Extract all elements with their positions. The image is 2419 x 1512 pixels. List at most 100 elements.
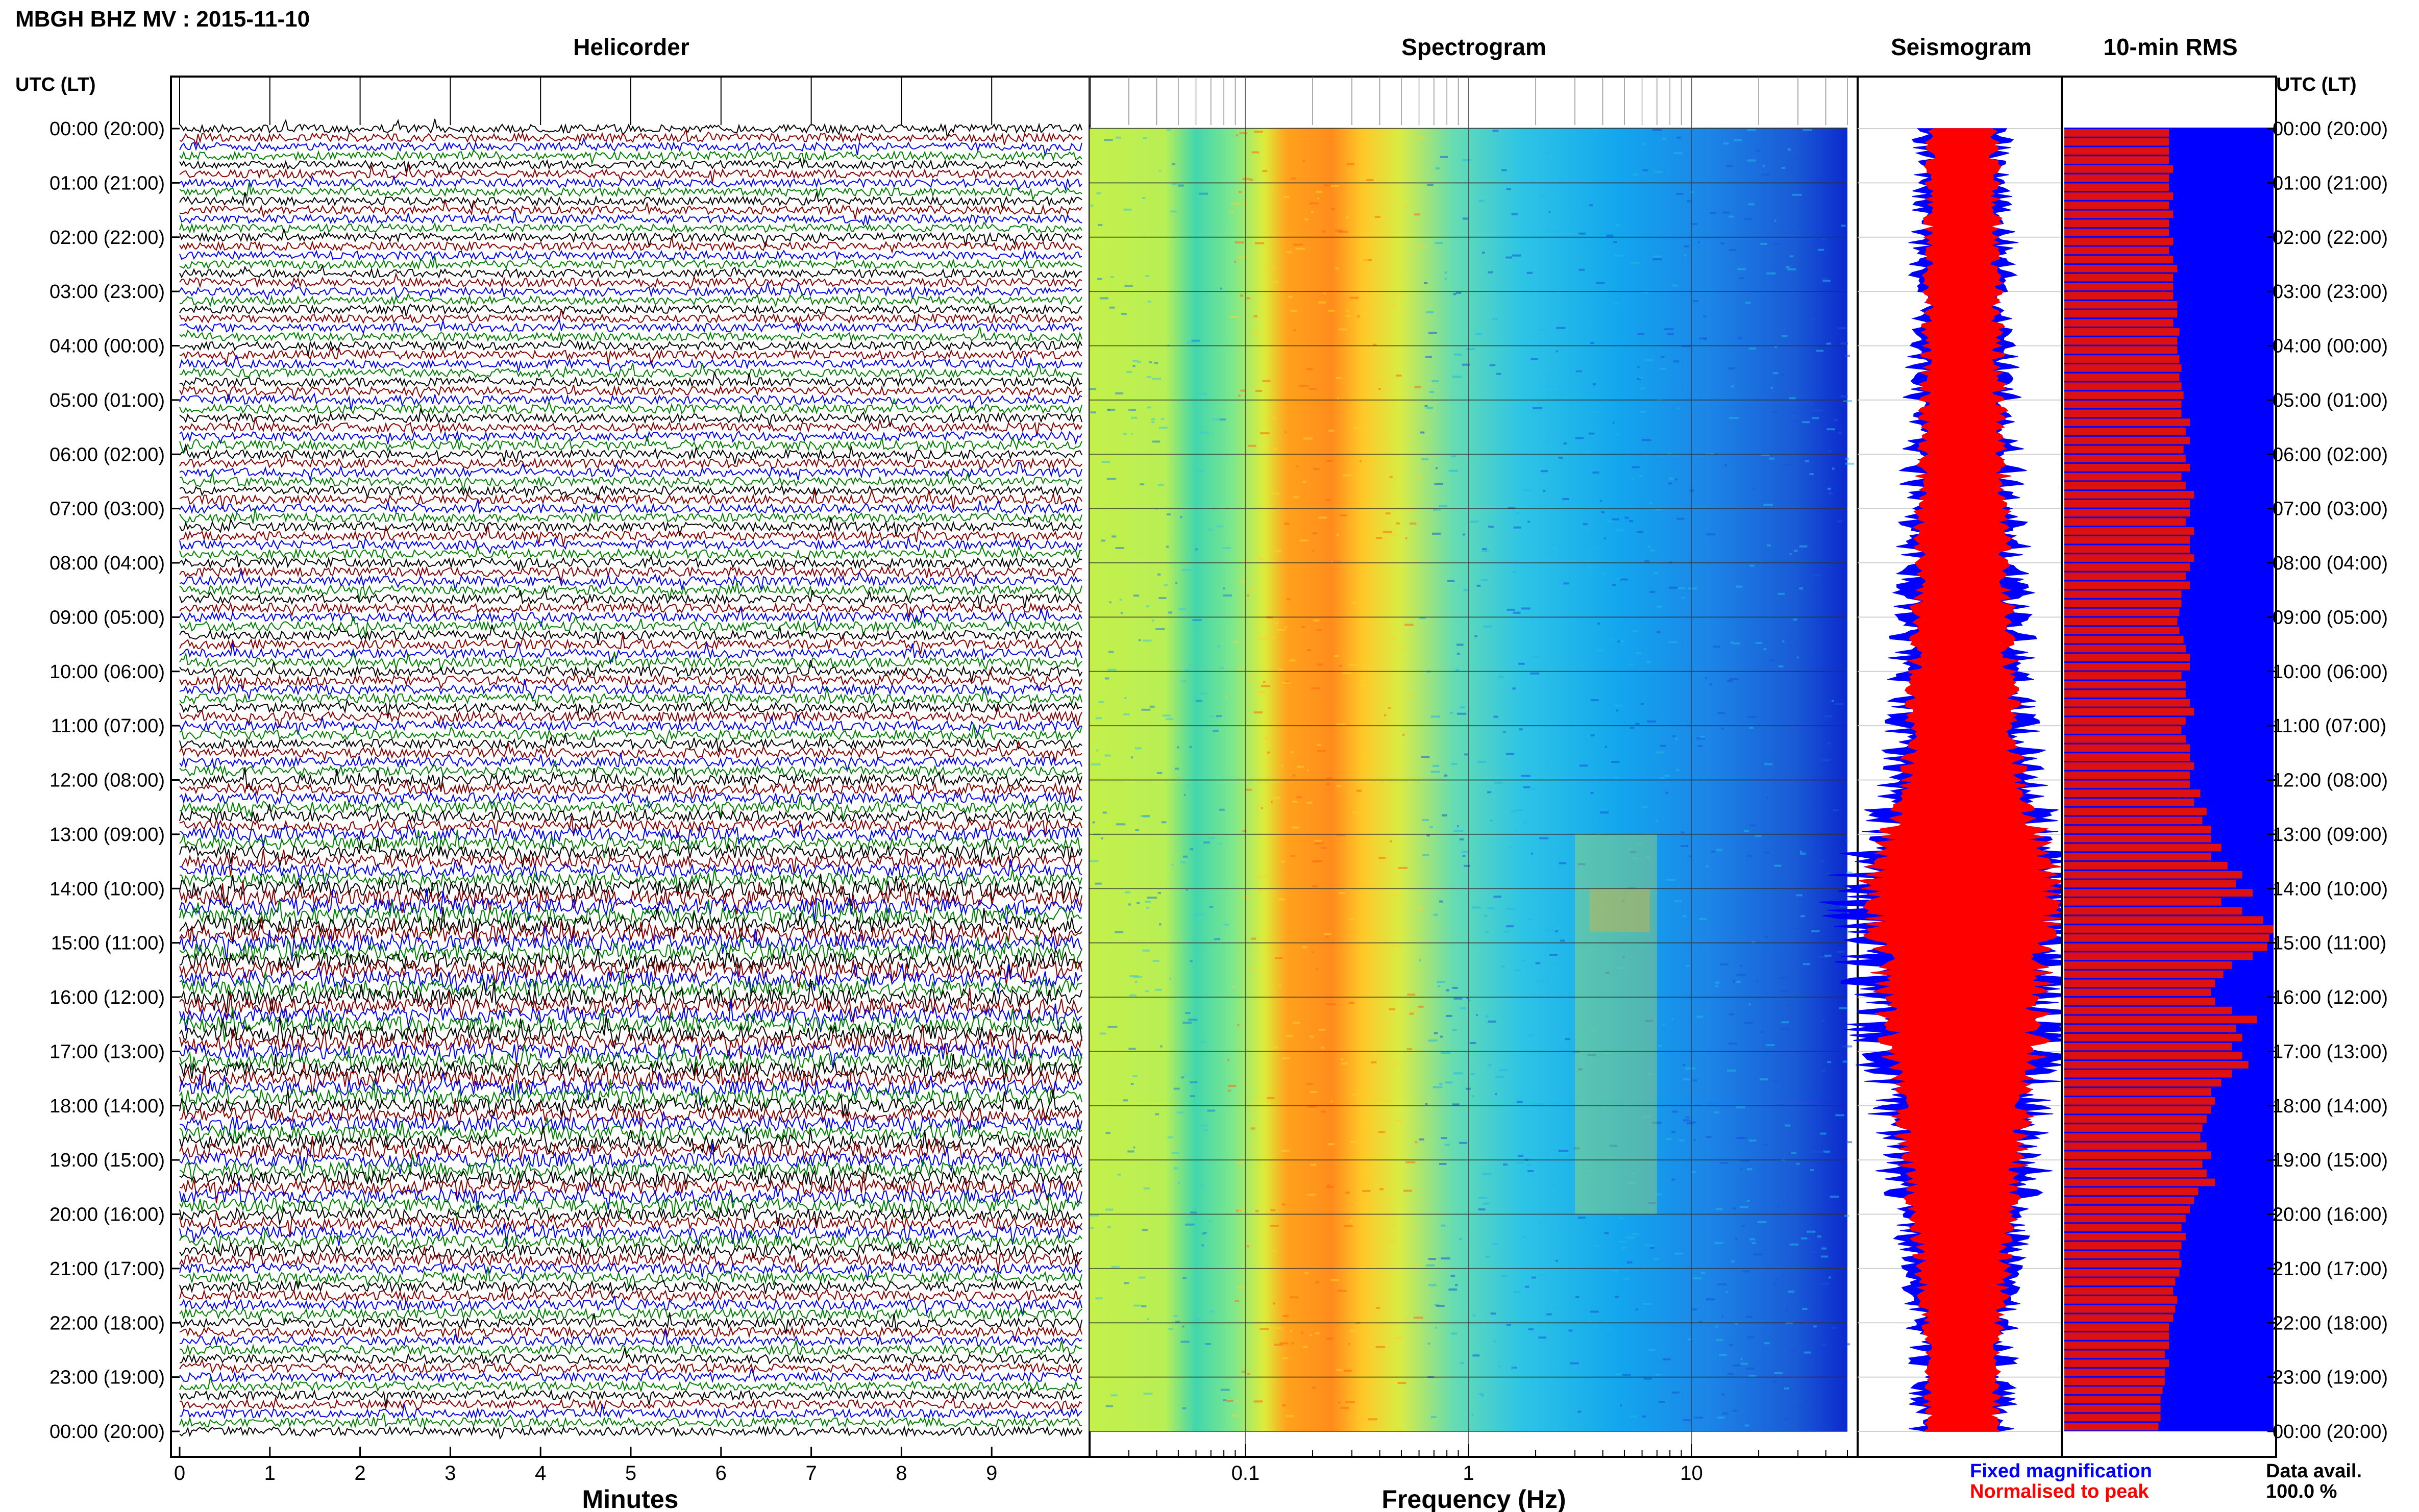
- spectrogram-texture-mark: [1572, 644, 1574, 647]
- minutes-tick-label: 9: [986, 1462, 997, 1484]
- helicorder-trace: [179, 1330, 1082, 1348]
- rms-bar: [2064, 952, 2253, 960]
- spectrogram-texture-mark: [1627, 1181, 1636, 1184]
- spectrogram-texture-mark: [1652, 258, 1662, 261]
- spectrogram-texture-mark: [1407, 994, 1416, 996]
- utc-tick-label-right: 01:00 (21:00): [2273, 172, 2388, 194]
- spectrogram-texture-mark: [1268, 417, 1276, 419]
- spectrogram-texture-mark: [1629, 520, 1634, 523]
- spectrogram-texture-mark: [1190, 848, 1194, 851]
- spectrogram-texture-mark: [1772, 410, 1778, 413]
- spectrogram-texture-mark: [1133, 594, 1140, 597]
- spectrogram-texture-mark: [1742, 1225, 1745, 1227]
- spectrogram-texture-mark: [1697, 745, 1703, 748]
- spectrogram-texture-mark: [1244, 203, 1248, 206]
- rms-bar: [2064, 898, 2221, 906]
- spectrogram-texture-mark: [1739, 277, 1744, 279]
- spectrogram-texture-mark: [1425, 1103, 1428, 1105]
- spectrogram-texture-mark: [1370, 529, 1377, 532]
- spectrogram-texture-mark: [1316, 191, 1322, 193]
- rms-bar: [2064, 1043, 2232, 1051]
- helicorder-trace: [179, 499, 1082, 516]
- spectrogram-texture-mark: [1396, 292, 1404, 294]
- spectrogram-texture-mark: [1533, 798, 1536, 801]
- helicorder-trace: [179, 598, 1082, 618]
- spectrogram-texture-mark: [1155, 1113, 1159, 1116]
- rms-bar: [2064, 1079, 2221, 1087]
- spectrogram-texture-mark: [1427, 1342, 1431, 1345]
- spectrogram-texture-mark: [1152, 378, 1162, 380]
- rms-bar: [2064, 961, 2232, 969]
- spectrogram-texture-mark: [1287, 598, 1291, 601]
- spectrogram-texture-mark: [1346, 310, 1349, 312]
- helicorder-trace: [179, 879, 1082, 914]
- spectrogram-texture-mark: [1423, 282, 1428, 284]
- utc-tick-label-right: 17:00 (13:00): [2273, 1041, 2388, 1062]
- spectrogram-texture-mark: [1632, 629, 1639, 632]
- helicorder-trace: [179, 249, 1082, 261]
- spectrogram-texture-mark: [1810, 318, 1816, 321]
- rms-bar: [2064, 373, 2180, 381]
- spectrogram-texture-mark: [1526, 271, 1533, 274]
- rms-bar: [2064, 229, 2169, 236]
- helicorder-trace: [179, 397, 1082, 415]
- spectrogram-texture-mark: [1751, 1242, 1757, 1245]
- spectrogram-texture-mark: [1126, 371, 1132, 374]
- spectrogram-texture-mark: [1199, 192, 1208, 195]
- spectrogram-texture-mark: [1283, 195, 1290, 198]
- helicorder-trace: [179, 317, 1082, 335]
- spectrogram-texture-mark: [1143, 1187, 1150, 1189]
- spectrogram-texture-mark: [1190, 1211, 1197, 1214]
- spectrogram-texture-mark: [1503, 1163, 1508, 1166]
- spectrogram-texture-mark: [1749, 727, 1754, 729]
- spectrogram-texture-mark: [1554, 963, 1558, 966]
- spectrogram-texture-mark: [1428, 332, 1437, 334]
- spectrogram-texture-mark: [1239, 191, 1242, 193]
- spectrogram-texture-mark: [1147, 376, 1152, 378]
- spectrogram-texture-mark: [1270, 1209, 1276, 1211]
- spectrogram-texture-mark: [1593, 411, 1601, 413]
- spectrogram-texture-mark: [1450, 712, 1453, 714]
- spectrogram-texture-mark: [1664, 328, 1674, 331]
- spectrogram-texture-mark: [1809, 473, 1814, 476]
- spectrogram-texture-mark: [1310, 1090, 1317, 1093]
- spectrogram-texture-mark: [1161, 418, 1165, 420]
- spectrogram-texture-mark: [1291, 826, 1300, 829]
- rms-bar: [2064, 1396, 2161, 1403]
- spectrogram-texture-mark: [1493, 715, 1499, 718]
- spectrogram-texture-mark: [1139, 1276, 1146, 1279]
- spectrogram-texture-mark: [1415, 1263, 1420, 1266]
- spectrogram-texture-mark: [1800, 915, 1805, 918]
- utc-tick-label-right: 06:00 (02:00): [2273, 444, 2388, 465]
- spectrogram-texture-mark: [1585, 549, 1594, 552]
- spectrogram-texture-mark: [1284, 626, 1287, 629]
- spectrogram-texture-mark: [1256, 1101, 1258, 1104]
- spectrogram-texture-mark: [1472, 1354, 1480, 1357]
- spectrogram-texture-mark: [1386, 588, 1388, 591]
- spectrogram-texture-mark: [1484, 914, 1488, 917]
- spectrogram-texture-mark: [1531, 1276, 1536, 1279]
- spectrogram-texture-mark: [1687, 200, 1691, 203]
- spectrogram-texture-mark: [1811, 930, 1820, 933]
- spectrogram-texture-mark: [1740, 964, 1743, 967]
- rms-bar: [2064, 581, 2190, 589]
- spectrogram-texture-mark: [1789, 553, 1792, 556]
- utc-tick-label-left: 13:00 (09:00): [50, 824, 165, 846]
- spectrogram-texture-mark: [1769, 659, 1775, 661]
- spectrogram-texture-mark: [1107, 1226, 1111, 1228]
- helicorder-trace: [179, 869, 1082, 893]
- spectrogram-texture-mark: [1154, 362, 1158, 364]
- rms-bar: [2064, 925, 2274, 933]
- spectrogram-texture-mark: [1747, 716, 1756, 718]
- spectrogram-texture-mark: [1516, 1161, 1524, 1164]
- rms-bar: [2064, 355, 2180, 363]
- spectrogram-texture-mark: [1578, 235, 1584, 237]
- spectrogram-texture-mark: [1826, 873, 1830, 875]
- spectrogram-texture-mark: [1428, 1258, 1436, 1260]
- spectrogram-texture-mark: [1577, 1217, 1586, 1219]
- spectrogram-texture-mark: [1441, 1257, 1450, 1260]
- spectrogram-texture-mark: [1660, 368, 1666, 370]
- spectrogram-texture-mark: [1686, 1116, 1690, 1119]
- spectrogram-panel: 0.1 1 10: [1089, 76, 1859, 1484]
- spectrogram-texture-mark: [1595, 906, 1602, 909]
